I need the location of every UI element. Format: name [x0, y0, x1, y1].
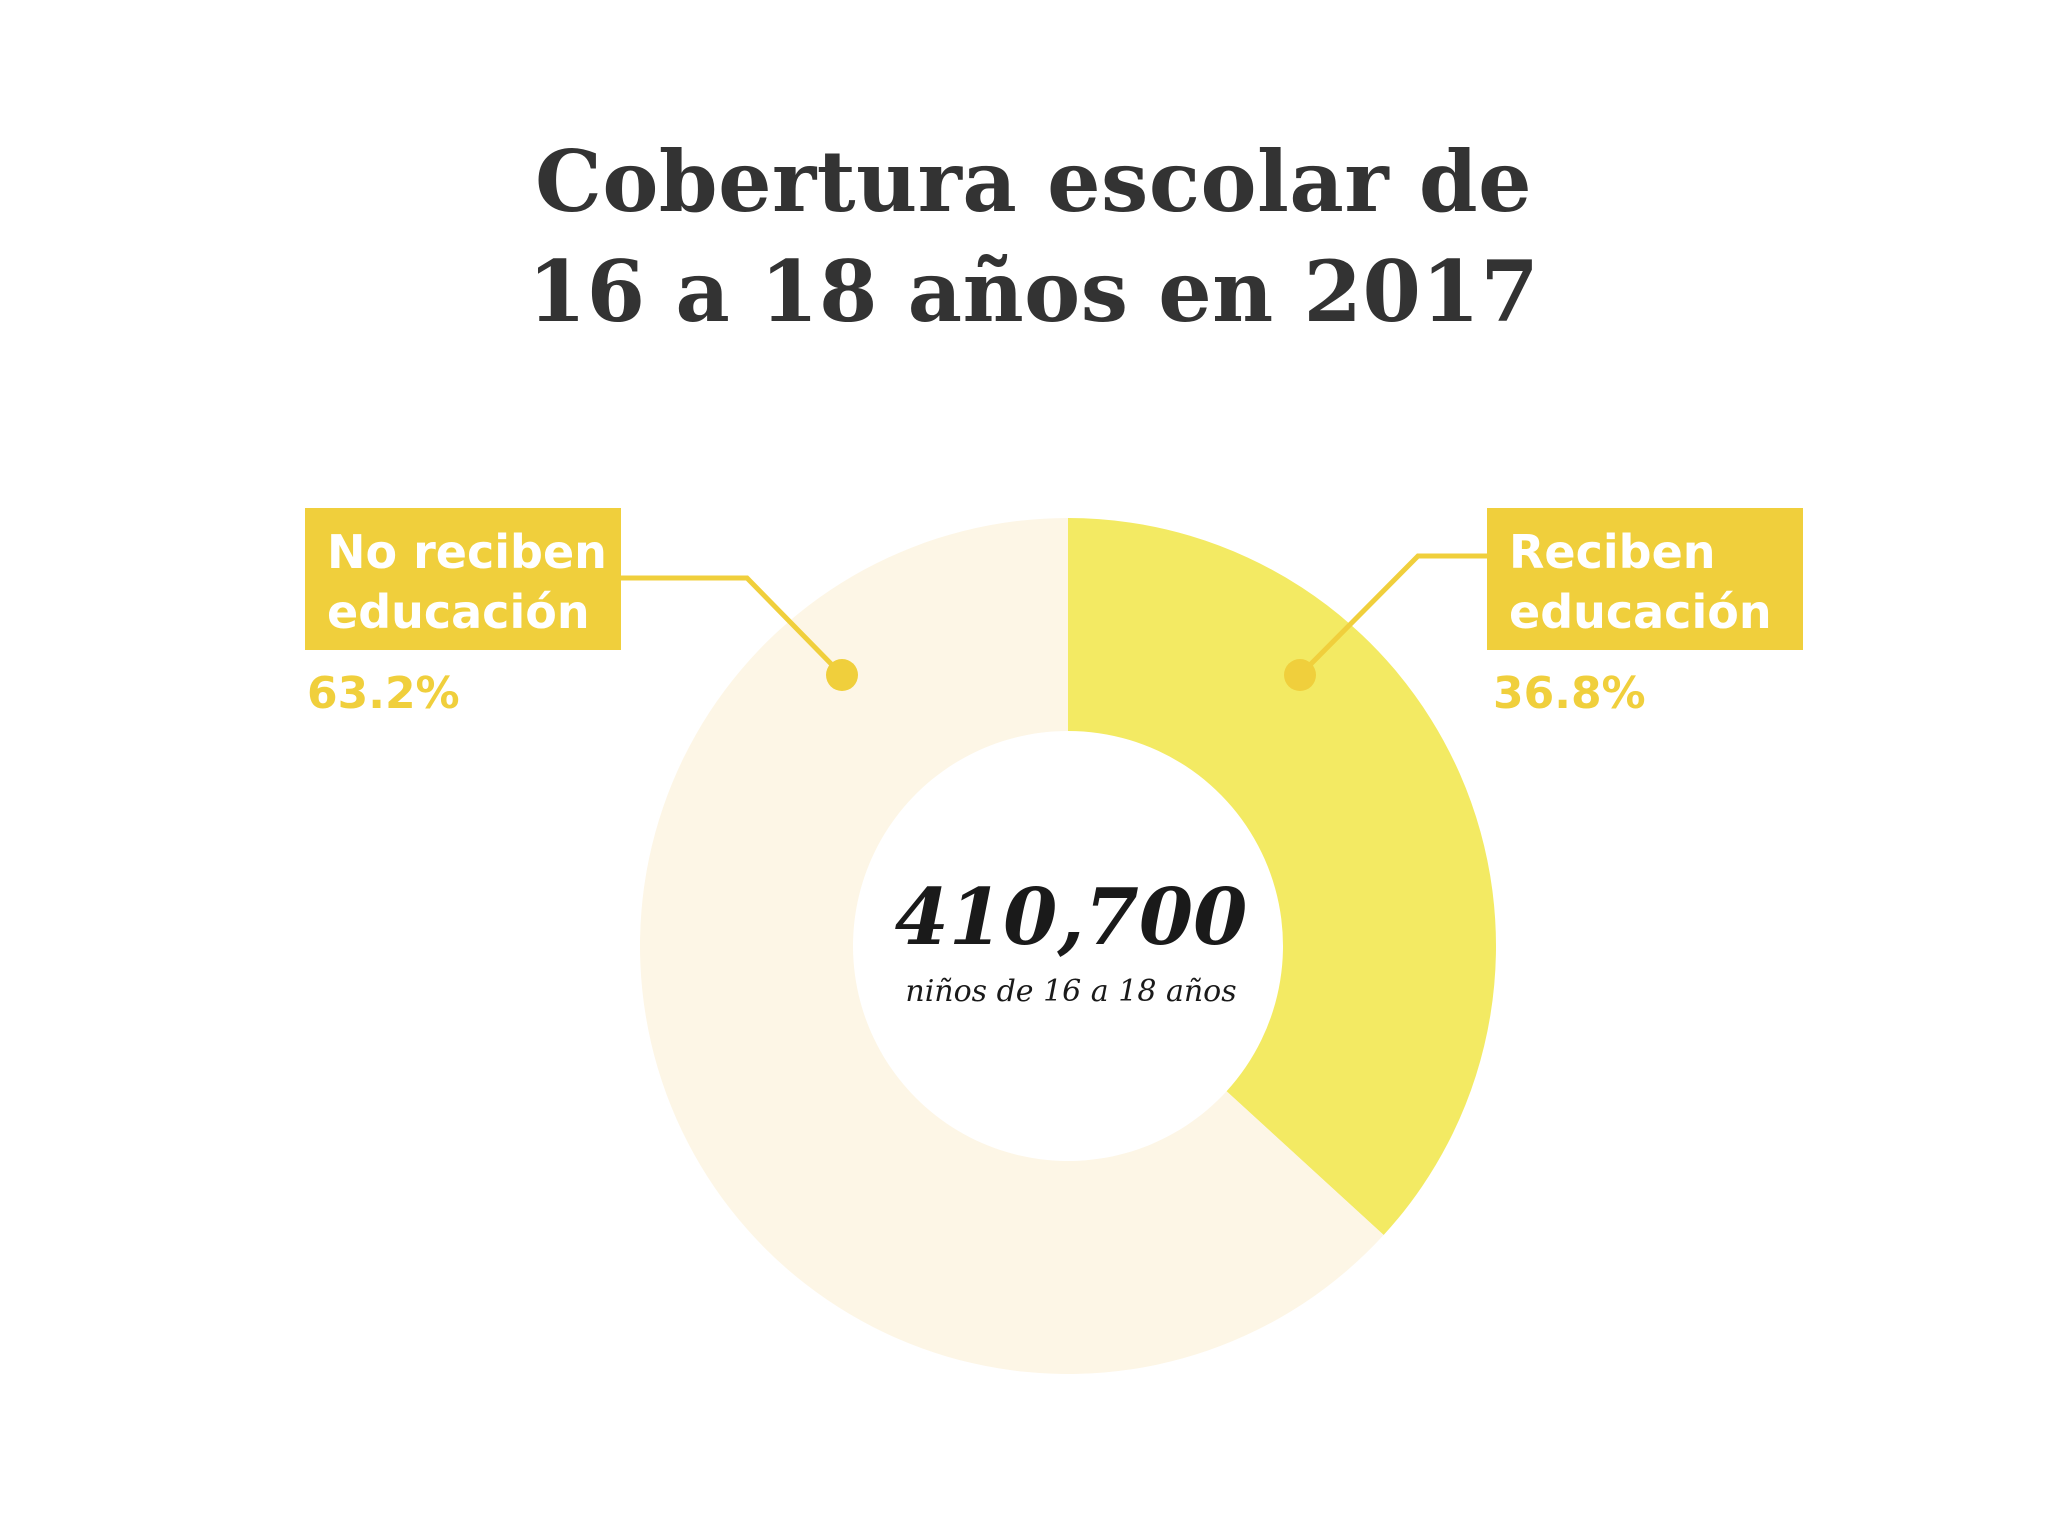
percent-reciben: 36.8% — [1493, 668, 1646, 719]
slice-no-reciben — [639, 518, 1384, 1374]
chart-title-line-2: 16 a 18 años en 2017 — [527, 242, 1540, 341]
no-reciben-leader-line — [621, 575, 844, 677]
chart-title-line-1: Cobertura escolar de — [534, 132, 1533, 231]
no-reciben-leader-dot — [826, 659, 858, 691]
center-total-caption: niños de 16 a 18 años — [905, 974, 1237, 1009]
label-reciben-line1: Reciben — [1509, 525, 1716, 579]
center-total-value: 410,700 — [894, 872, 1248, 963]
slice-reciben — [1068, 518, 1496, 1236]
label-no-reciben-line2: educación — [327, 585, 590, 639]
reciben-leader-dot — [1284, 659, 1316, 691]
percent-no-reciben: 63.2% — [307, 668, 460, 719]
reciben-leader-line — [1298, 553, 1487, 677]
label-reciben-line2: educación — [1509, 585, 1772, 639]
label-box-no-reciben: No reciben educación — [305, 508, 621, 650]
label-box-reciben: Reciben educación — [1487, 508, 1803, 650]
label-no-reciben-line1: No reciben — [327, 525, 607, 579]
